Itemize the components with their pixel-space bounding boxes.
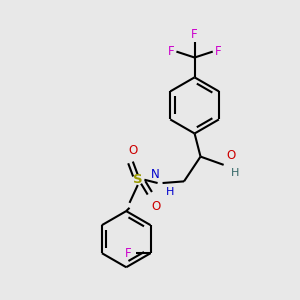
Text: H: H — [231, 168, 239, 178]
Text: F: F — [214, 45, 221, 58]
Text: O: O — [151, 200, 160, 212]
Text: F: F — [125, 247, 131, 260]
Text: N: N — [151, 168, 159, 182]
Text: O: O — [226, 148, 236, 162]
Text: F: F — [168, 45, 175, 58]
Text: O: O — [128, 144, 137, 157]
Text: F: F — [191, 28, 198, 41]
Text: S: S — [133, 173, 142, 186]
Text: H: H — [166, 187, 174, 197]
